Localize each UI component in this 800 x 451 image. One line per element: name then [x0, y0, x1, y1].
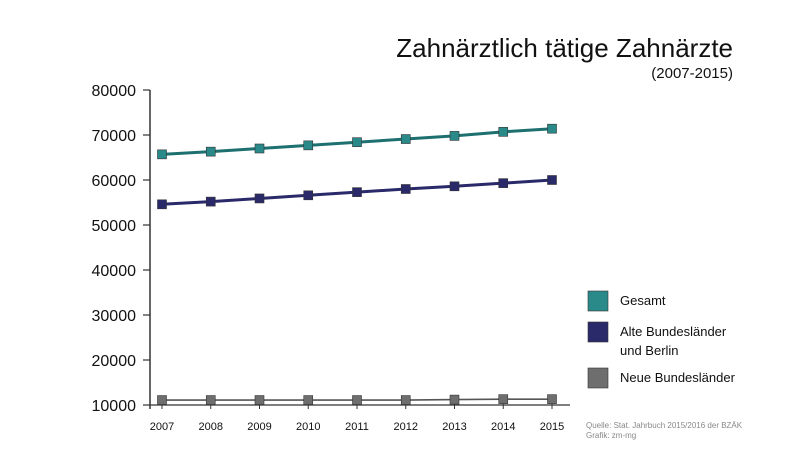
x-tick-label: 2015	[540, 421, 564, 433]
legend-swatch	[587, 290, 609, 312]
data-point	[547, 394, 557, 404]
y-tick-label: 30000	[92, 308, 137, 325]
x-tick-label: 2007	[150, 421, 174, 433]
x-tick-label: 2014	[491, 421, 515, 433]
x-tick-label: 2009	[247, 421, 271, 433]
y-tick-label: 70000	[92, 128, 137, 145]
data-point	[498, 127, 509, 137]
data-point	[498, 178, 509, 188]
data-point	[449, 181, 460, 192]
data-point	[303, 140, 314, 151]
chart-subtitle: (2007-2015)	[651, 65, 733, 82]
data-point	[400, 184, 411, 194]
data-point	[352, 395, 362, 405]
series-2	[157, 394, 557, 405]
data-point	[352, 187, 362, 197]
data-point	[449, 131, 460, 141]
source-line-2: Grafik: zm-mg	[586, 431, 636, 440]
series-1	[157, 175, 557, 210]
y-tick-label: 80000	[92, 83, 137, 100]
x-axis-ticks: 2007 2008 2009 2010 2011 2012 2013 2014 2015	[150, 401, 564, 433]
x-tick-label: 2012	[394, 421, 418, 433]
source-line-1: Quelle: Stat. Jahrbuch 2015/2016 der BZÄ…	[586, 421, 743, 430]
y-tick-label: 50000	[92, 218, 137, 235]
data-point	[254, 143, 265, 154]
legend: Gesamt Alte Bundesländer und Berlin Neue Bu…	[587, 290, 736, 389]
data-point	[254, 395, 265, 405]
data-point	[303, 190, 314, 201]
x-tick-label: 2010	[296, 421, 320, 433]
data-point	[547, 123, 557, 134]
data-point	[449, 394, 460, 405]
data-point	[254, 193, 265, 204]
data-point	[157, 199, 167, 210]
legend-item-0: Gesamt	[587, 290, 666, 312]
legend-swatch	[587, 367, 609, 389]
series-0	[157, 123, 557, 160]
legend-label: Gesamt	[620, 293, 666, 308]
x-tick-label: 2013	[442, 421, 466, 433]
legend-label: Neue Bundesländer	[620, 370, 736, 385]
data-point	[498, 394, 509, 404]
data-point	[400, 134, 411, 144]
y-tick-label: 10000	[92, 398, 137, 415]
data-point	[157, 149, 167, 160]
y-tick-label: 40000	[92, 263, 137, 280]
data-point	[352, 137, 362, 147]
data-point	[205, 196, 216, 207]
data-point	[400, 395, 411, 405]
data-point	[303, 395, 314, 405]
series-layer	[157, 123, 557, 405]
legend-label: und Berlin	[620, 343, 679, 358]
legend-swatch	[587, 321, 609, 343]
x-tick-label: 2008	[199, 421, 223, 433]
x-tick-label: 2011	[345, 421, 369, 433]
y-axis-ticks: 80000 70000 60000 50000 40000 30000 20000 10000	[92, 83, 150, 415]
data-point	[157, 395, 167, 405]
data-point	[547, 175, 557, 185]
legend-item-1: Alte Bundesländer und Berlin	[587, 321, 727, 358]
legend-label: Alte Bundesländer	[620, 324, 727, 339]
chart-title: Zahnärztlich tätige Zahnärzte	[396, 33, 733, 63]
legend-item-2: Neue Bundesländer	[587, 367, 736, 389]
data-point	[205, 395, 216, 405]
y-tick-label: 60000	[92, 173, 137, 190]
y-tick-label: 20000	[92, 353, 137, 370]
data-point	[205, 146, 216, 157]
